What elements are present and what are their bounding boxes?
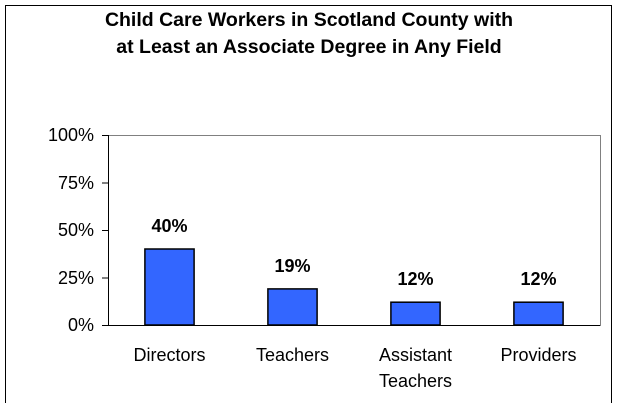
y-tick-label: 50% (57, 220, 94, 240)
value-label: 40% (151, 216, 188, 236)
chart-title: Child Care Workers in Scotland County wi… (104, 9, 514, 58)
bar (513, 301, 564, 326)
x-tick-label: Providers (500, 345, 577, 365)
chart-border (5, 5, 612, 403)
x-tick-label: Directors (133, 345, 206, 365)
bar (267, 288, 318, 326)
y-tick-label: 0% (67, 315, 94, 335)
value-label: 12% (520, 269, 557, 290)
value-label: 19% (274, 255, 311, 276)
x-tick-label: Assistant Teachers (378, 345, 453, 391)
y-tick-label: 25% (57, 267, 94, 288)
value-label: 12% (397, 269, 434, 290)
y-tick-label: 100% (47, 125, 94, 145)
bar (144, 248, 195, 326)
x-tick-label: Teachers (255, 345, 330, 365)
bar (390, 301, 441, 326)
y-tick-label: 75% (57, 172, 94, 193)
